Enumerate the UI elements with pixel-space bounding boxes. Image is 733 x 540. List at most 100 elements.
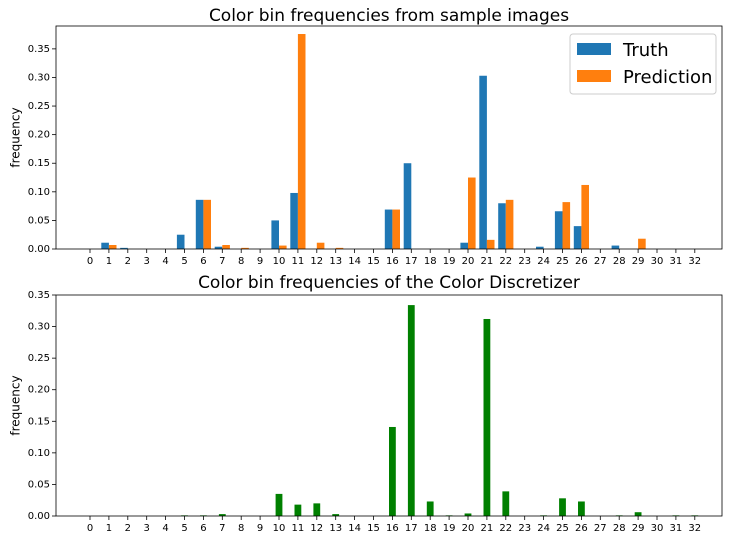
chart-top-xtick-label: 23: [518, 256, 531, 267]
chart-bottom-xtick-label: 10: [273, 523, 286, 534]
chart-top-xtick-label: 25: [556, 256, 569, 267]
chart-top-bar-prediction-10: [279, 245, 287, 249]
chart-top-bar-truth-28: [611, 245, 620, 249]
chart-bottom-xtick-label: 8: [238, 523, 244, 534]
chart-top-xtick-label: 1: [106, 256, 112, 267]
chart-top-xtick-label: 26: [575, 256, 588, 267]
chart-top-xtick-label: 19: [443, 256, 456, 267]
chart-top-xtick-label: 17: [405, 256, 418, 267]
legend-swatch-truth: [577, 43, 611, 55]
chart-top-bar-prediction-1: [108, 245, 117, 249]
chart-bottom-bars: [181, 305, 699, 516]
chart-top-xtick-label: 22: [499, 256, 512, 267]
chart-bottom-bar-discretizer-21: [483, 318, 491, 516]
chart-top-xtick-label: 13: [329, 256, 342, 267]
chart-bottom-xtick-label: 17: [405, 523, 418, 534]
chart-bottom-bar-discretizer-18: [426, 501, 434, 516]
chart-top-bar-prediction-25: [562, 202, 571, 249]
chart-bottom-xtick-label: 25: [556, 523, 569, 534]
chart-bottom-xtick-label: 13: [329, 523, 342, 534]
chart-bottom-ytick-label: 0.25: [28, 353, 50, 364]
chart-bottom-xtick-label: 6: [200, 523, 206, 534]
chart-top-bar-prediction-8: [241, 247, 249, 249]
chart-top-xtick-label: 0: [87, 256, 93, 267]
chart-top-xtick-label: 3: [144, 256, 150, 267]
chart-top-bar-prediction-22: [505, 199, 514, 249]
chart-bottom-xtick-label: 20: [462, 523, 475, 534]
chart-bottom-ytick-label: 0.20: [28, 385, 50, 396]
legend-label-prediction: Prediction: [623, 67, 712, 88]
chart-bottom-ytick-label: 0.35: [28, 290, 50, 301]
chart-bottom-xtick-label: 9: [257, 523, 263, 534]
chart-bottom-xtick-label: 15: [367, 523, 380, 534]
chart-bottom-ylabel: frequency: [9, 375, 23, 435]
chart-top-ytick-label: 0.30: [28, 72, 50, 83]
chart-top-bar-prediction-20: [468, 177, 476, 249]
chart-bottom-xtick-label: 26: [575, 523, 588, 534]
chart-top-title: Color bin frequencies from sample images: [209, 6, 569, 26]
chart-top-xtick-label: 30: [651, 256, 664, 267]
chart-top-bar-truth-16: [384, 209, 393, 249]
chart-top-bar-truth-21: [479, 75, 487, 249]
chart-bottom-bar-discretizer-29: [634, 512, 642, 516]
chart-bottom-ytick-label: 0.30: [28, 322, 50, 333]
chart-bottom-bar-discretizer-12: [313, 503, 321, 516]
chart-top-frame: [55, 25, 723, 250]
chart-top-xtick-label: 2: [125, 256, 131, 267]
chart-bottom-bar-discretizer-7: [218, 514, 226, 516]
chart-top-bar-truth-10: [271, 220, 279, 249]
chart-bottom-xtick-label: 1: [106, 523, 112, 534]
chart-top-bar-truth-17: [403, 163, 412, 249]
chart-top-bar-prediction-26: [581, 184, 589, 249]
chart-top-xtick-label: 27: [594, 256, 607, 267]
chart-top-bar-truth-7: [214, 246, 223, 249]
chart-bottom-xtick-label: 29: [632, 523, 645, 534]
chart-top-xtick-label: 18: [424, 256, 437, 267]
chart-top-bar-truth-26: [573, 226, 582, 249]
chart-bottom-bar-discretizer-22: [502, 491, 510, 516]
chart-top-xtick-label: 20: [462, 256, 475, 267]
chart-bottom-xtick-label: 30: [651, 523, 664, 534]
chart-top-ytick-label: 0.15: [28, 158, 50, 169]
chart-top-bar-truth-25: [554, 211, 563, 249]
chart-top-bar-prediction-11: [297, 34, 306, 250]
chart-top-bar-prediction-21: [486, 239, 495, 249]
chart-top-ytick-label: 0.05: [28, 215, 50, 226]
chart-top-ytick-label: 0.10: [28, 187, 50, 198]
chart-bottom-xtick-label: 7: [219, 523, 225, 534]
chart-bottom-xtick-label: 4: [162, 523, 168, 534]
chart-bottom-bar-discretizer-17: [407, 305, 415, 516]
chart-top-ylabel: frequency: [9, 107, 23, 167]
chart-top-xtick-label: 5: [181, 256, 187, 267]
chart-bottom-xtick-label: 23: [518, 523, 531, 534]
chart-top-xtick-label: 24: [537, 256, 550, 267]
chart-bottom-xtick-label: 11: [292, 523, 305, 534]
chart-bottom-xtick-label: 3: [144, 523, 150, 534]
chart-top-xtick-label: 32: [688, 256, 701, 267]
chart-top-xtick-label: 29: [632, 256, 645, 267]
chart-top-xtick-label: 28: [613, 256, 626, 267]
chart-top-xtick-label: 8: [238, 256, 244, 267]
chart-bottom-ytick-label: 0.15: [28, 416, 50, 427]
chart-top-ytick-label: 0.25: [28, 101, 50, 112]
chart-top-xtick-label: 14: [348, 256, 361, 267]
chart-bottom-xtick-label: 5: [181, 523, 187, 534]
chart-top-ytick-label: 0.20: [28, 130, 50, 141]
chart-bottom-xtick-label: 24: [537, 523, 550, 534]
chart-top-yticks: 0.00 0.05 0.10 0.15 0.20 0.25 0.30 0.35: [28, 44, 56, 255]
chart-bottom-xtick-label: 12: [310, 523, 323, 534]
chart-bottom-xtick-label: 22: [499, 523, 512, 534]
chart-bottom-xtick-label: 18: [424, 523, 437, 534]
chart-bottom: Color bin frequencies of the Color Discr…: [9, 273, 723, 534]
chart-bottom-yticks: 0.00 0.05 0.10 0.15 0.20 0.25 0.30 0.35: [28, 290, 56, 522]
chart-bottom-xtick-label: 21: [481, 523, 494, 534]
chart-bottom-xtick-label: 28: [613, 523, 626, 534]
chart-bottom-ytick-label: 0.05: [28, 479, 50, 490]
chart-top-xtick-label: 21: [481, 256, 494, 267]
chart-bottom-ytick-label: 0.00: [28, 511, 50, 522]
chart-bottom-bar-discretizer-16: [389, 426, 396, 516]
chart-top-bar-prediction-12: [316, 242, 325, 249]
chart-top-bar-prediction-16: [392, 209, 400, 249]
chart-top-xtick-label: 12: [310, 256, 323, 267]
